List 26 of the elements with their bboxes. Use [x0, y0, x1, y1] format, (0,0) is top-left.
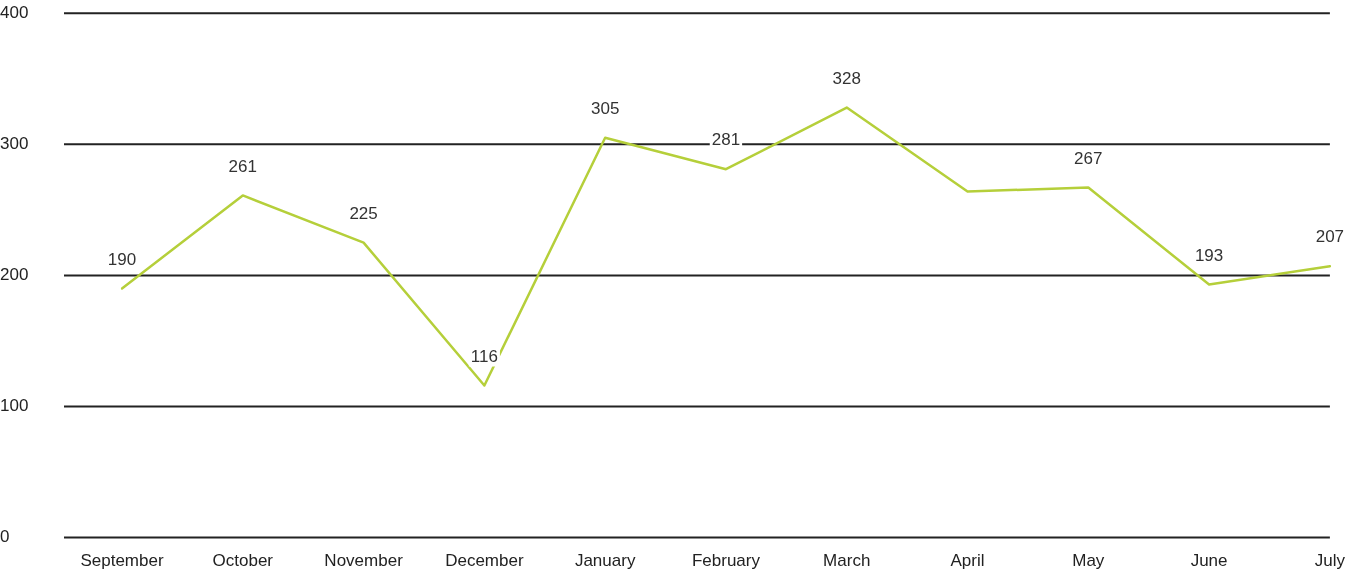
x-tick-label: September	[80, 551, 164, 571]
x-tick-label: May	[1072, 551, 1105, 571]
data-label: 261	[228, 156, 257, 176]
y-tick-label: 400	[0, 2, 29, 22]
data-label: 207	[1315, 227, 1345, 247]
x-tick-label: January	[574, 551, 636, 571]
x-tick-label: December	[445, 551, 524, 571]
y-tick-label: 0	[0, 527, 10, 547]
data-label: 193	[1194, 245, 1224, 265]
y-tick-label: 300	[0, 133, 29, 153]
data-label: 190	[107, 249, 137, 269]
x-tick-label: February	[691, 551, 761, 571]
x-tick-label: April	[950, 551, 985, 571]
x-tick-label: October	[212, 551, 274, 571]
x-tick-label: June	[1190, 551, 1228, 571]
x-tick-label: November	[324, 551, 404, 571]
x-tick-label: March	[823, 551, 871, 571]
y-tick-label: 100	[0, 396, 29, 416]
x-tick-label: July	[1314, 551, 1346, 571]
data-label: 305	[590, 98, 620, 118]
data-label: 225	[349, 203, 378, 223]
y-tick-label: 200	[0, 265, 29, 285]
data-label: 328	[832, 68, 861, 88]
data-label: 281	[711, 130, 741, 150]
data-label: 267	[1074, 148, 1103, 168]
data-label: 116	[470, 346, 498, 366]
